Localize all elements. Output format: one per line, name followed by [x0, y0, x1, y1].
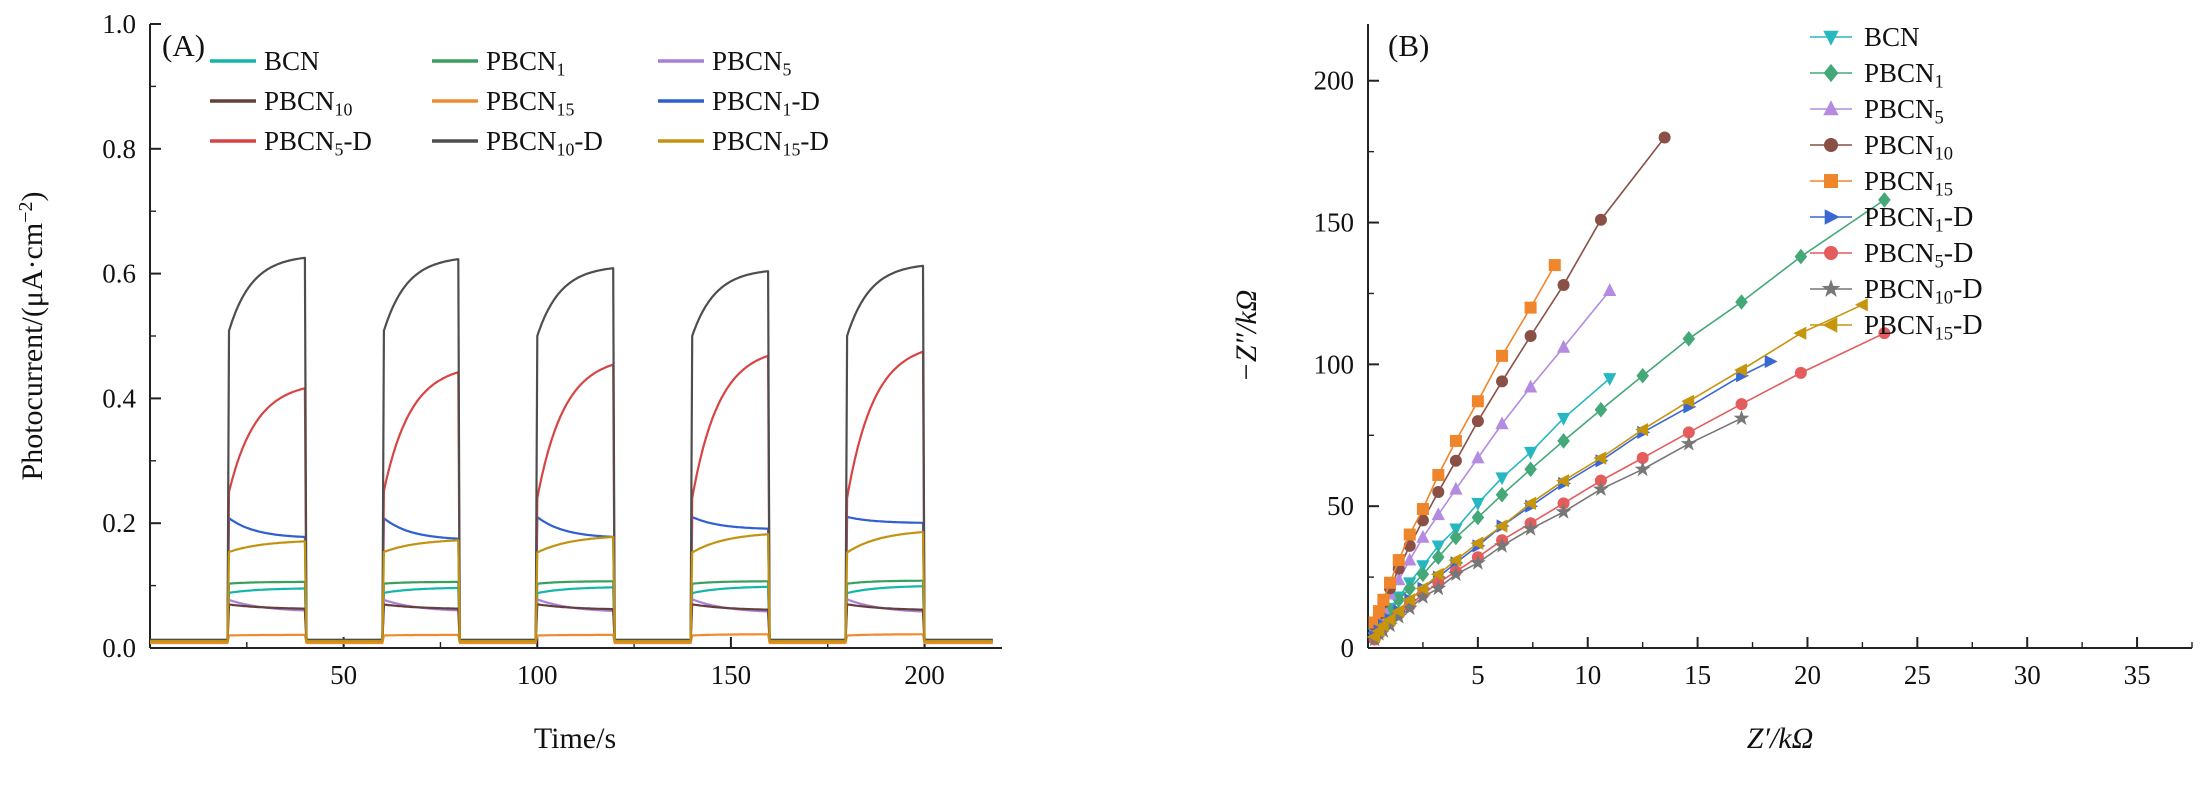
photocurrent-chart: (A) Time/s 50 100 150 200 0.0 0.2 0.4 0.6 0.8 1.0…: [15, 9, 1002, 755]
x-tick-label: 200: [904, 660, 945, 690]
panel-b-plot-area: 5 10 15 20 25 30 35050100150200−Z″/kΩBCNPBCN1P…: [1230, 22, 2193, 690]
y-tick-label: 50: [1327, 491, 1354, 521]
series-PBCN5-D: [1368, 327, 1891, 646]
legend-item: PBCN1: [1810, 58, 1944, 93]
photocurrent-series: [150, 256, 993, 645]
y-tick-label: 0.6: [102, 259, 136, 289]
y-tick-label: 0.2: [102, 508, 136, 538]
y-tick-label: 0.0: [102, 633, 136, 663]
series-line-PBCN10-D: [150, 256, 993, 641]
legend-label: PBCN15-D: [712, 126, 829, 159]
legend-item: PBCN15-D: [1810, 310, 1983, 345]
series-line-PBCN15: [150, 633, 993, 645]
series-PBCN10: [1368, 131, 1671, 632]
x-tick-label: 20: [1794, 660, 1821, 690]
legend-item: PBCN10: [210, 86, 352, 119]
x-tick-label: 100: [517, 660, 558, 690]
legend-item: PBCN10-D: [432, 126, 603, 159]
panel-a-xaxis-title: Time/s: [534, 722, 616, 755]
x-tick-label: 30: [2014, 660, 2041, 690]
legend-label: PBCN15-D: [1864, 310, 1983, 345]
legend-label: PBCN1-D: [1864, 202, 1973, 237]
panel-a-legend: BCN PBCN1 PBCN5 PBCN10 PBCN15 PBCN1-D PBCN5-D P…: [210, 46, 829, 159]
legend-label: PBCN5-D: [264, 126, 372, 159]
panel-b-legend: BCNPBCN1PBCN5PBCN10PBCN15PBCN1-DPBCN5-DP…: [1810, 22, 1983, 345]
series-PBCN1-D: [1369, 354, 1778, 644]
legend-label: PBCN1-D: [712, 86, 820, 119]
y-tick-label: 0.8: [102, 134, 136, 164]
legend-label: PBCN5: [1864, 94, 1944, 129]
series-PBCN1: [1368, 192, 1891, 642]
legend-label: PBCN10: [264, 86, 352, 119]
legend-label: PBCN1: [486, 46, 565, 79]
y-tick-label: 0.4: [102, 383, 136, 413]
x-tick-label: 10: [1574, 660, 1601, 690]
legend-label: PBCN10-D: [486, 126, 603, 159]
legend-label: PBCN10-D: [1864, 274, 1983, 309]
x-tick-label: 50: [330, 660, 357, 690]
series-line-PBCN5-D: [150, 350, 993, 642]
legend-item: PBCN1-D: [658, 86, 820, 119]
legend-label: PBCN5-D: [1864, 238, 1973, 273]
legend-item: PBCN1: [432, 46, 565, 79]
legend-item: PBCN5-D: [1810, 238, 1973, 273]
legend-item: PBCN5: [1810, 94, 1944, 129]
nyquist-series: [1366, 131, 1891, 647]
series-PBCN15: [1368, 259, 1561, 629]
series-line-PBCN15-D: [150, 531, 993, 643]
panel-a-plot-area: 50 100 150 200 0.0 0.2 0.4 0.6 0.8 1.0 Photocurren…: [15, 9, 1002, 690]
nyquist-chart: (B) Z′/kΩ 5 10 15 20 25 30 35 0 50 100 150 200 −Z″/k…: [1230, 22, 2193, 755]
legend-label: BCN: [264, 46, 320, 76]
legend-item: PBCN15: [1810, 166, 1953, 201]
panel-a-yaxis-title: Photocurrent/(μA·cm−2): [15, 192, 49, 481]
series-PBCN15-D: [1367, 298, 1868, 644]
panel-b-label: (B): [1388, 28, 1429, 63]
legend-label: PBCN10: [1864, 130, 1953, 165]
legend-label: PBCN15: [1864, 166, 1953, 201]
panel-b-yaxis-title: −Z″/kΩ: [1230, 290, 1263, 383]
y-tick-label: 100: [1314, 349, 1355, 379]
x-tick-label: 25: [1904, 660, 1931, 690]
legend-item: PBCN10: [1810, 130, 1953, 165]
series-line-PBCN1: [150, 579, 993, 641]
legend-item: PBCN15-D: [658, 126, 829, 159]
x-tick-label: 35: [2124, 660, 2151, 690]
y-tick-label: 0: [1341, 633, 1355, 663]
legend-item: PBCN5: [658, 46, 792, 79]
legend-item: PBCN15: [432, 86, 574, 119]
legend-item: BCN: [1810, 22, 1920, 52]
series-line-PBCN1-D: [150, 515, 993, 642]
legend-label: PBCN1: [1864, 58, 1944, 93]
x-tick-label: 15: [1684, 660, 1711, 690]
legend-item: BCN: [210, 46, 320, 76]
legend-item: PBCN5-D: [210, 126, 372, 159]
axes: 5 10 15 20 25 30 35 0 50 100 150 200: [1314, 24, 2193, 690]
y-tick-label: 1.0: [102, 9, 136, 39]
axes: 50 100 150 200 0.0 0.2 0.4 0.6 0.8 1.0: [102, 9, 1002, 690]
legend-label: BCN: [1864, 22, 1920, 52]
y-tick-label: 150: [1314, 208, 1355, 238]
series-line-PBCN10: [150, 603, 993, 644]
panel-b-xaxis-title: Z′/kΩ: [1747, 722, 1814, 755]
series-line-BCN: [150, 585, 993, 642]
x-tick-label: 5: [1471, 660, 1485, 690]
legend-item: PBCN10-D: [1810, 274, 1983, 309]
legend-label: PBCN15: [486, 86, 574, 119]
legend-item: PBCN1-D: [1810, 202, 1973, 237]
x-tick-label: 150: [711, 660, 752, 690]
y-tick-label: 200: [1314, 66, 1355, 96]
legend-label: PBCN5: [712, 46, 792, 79]
panel-a-label: (A): [162, 28, 205, 63]
